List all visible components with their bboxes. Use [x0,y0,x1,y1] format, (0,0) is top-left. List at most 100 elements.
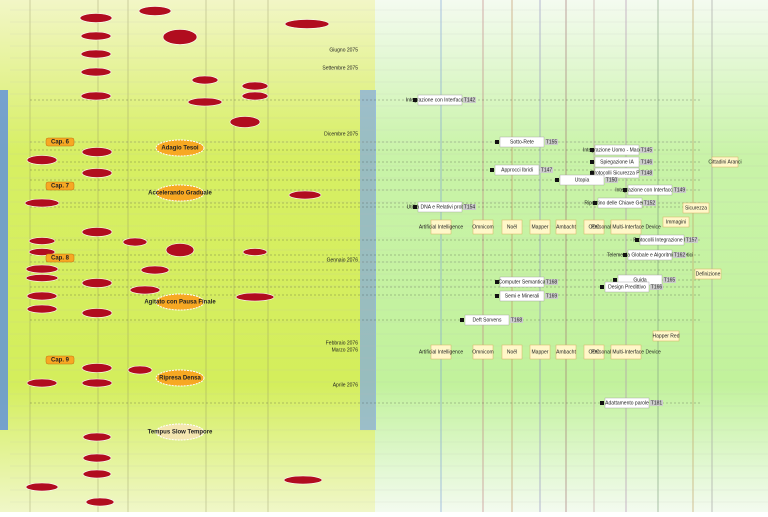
column-label: Artificial Intelligence [419,224,463,230]
task-label: Ripristino delle Chiave Genetica [584,200,655,206]
task-label: Integrazione Uomo - Macchina [583,147,651,153]
side-note-label: Immagini [666,219,686,225]
scene-node [140,265,170,275]
scene-node [191,75,219,85]
task-code-box [640,170,653,176]
task-code-box [663,277,676,283]
scene-node [80,67,112,77]
task-code-box [510,317,523,323]
scene-node [127,365,153,375]
scene-node [81,278,113,288]
task-anchor [555,178,559,182]
task-code-box [673,187,686,193]
timeline-label: Settembre 2075 [322,65,358,71]
chapter-label: Cap. 9 [51,358,70,364]
chapter-box [45,137,75,147]
scene-node [26,155,58,165]
task-code: T168 [546,279,558,285]
task-box [639,234,685,246]
scene-node [187,97,223,107]
scene-node [26,304,58,314]
task-anchor [490,168,494,172]
column-label: Artificial Intelligence [419,349,463,355]
scene-node [80,31,112,41]
task-code-box [685,237,698,243]
task-label: Spiegazione IA [600,159,634,165]
timeline-label: Dicembre 2075 [324,131,358,137]
task-box [604,397,650,409]
task-box [604,281,650,293]
timeline-label: Aprile 2076 [333,382,359,388]
chapter-box [45,253,75,263]
column-box [501,219,523,235]
movement-label: Adagio Tesoi [161,146,199,152]
task-code: T181 [651,400,663,406]
scene-node [25,264,59,274]
task-label: Sotto-Rete [510,139,534,145]
timeline-label: Gennaio 2076 [327,257,359,263]
column-label: Noël [507,349,517,355]
scene-node [162,29,198,45]
scene-node [81,378,113,388]
task-label: Guida [633,277,647,283]
task-code: T149 [674,187,686,193]
column-box [430,344,452,360]
task-code-box [463,204,476,210]
divider-strip [360,90,376,430]
task-code: T154 [464,204,476,210]
task-code: T169 [546,293,558,299]
scene-node [81,147,113,157]
task-code: T147 [541,167,553,173]
task-box [494,164,540,176]
task-label: Adattamento parole [605,400,649,406]
scene-node [28,237,56,245]
column-label: ODC [588,224,600,230]
scene-node [26,291,58,301]
scene-node [80,91,112,101]
task-code: T165 [664,277,676,283]
task-code-box [650,400,663,406]
column-label: Omnicom [472,349,493,355]
scene-node [241,81,269,91]
task-anchor [623,188,627,192]
column-box [555,219,577,235]
column-label: Ambacht [556,349,576,355]
task-anchor [590,160,594,164]
scene-node [24,198,60,208]
task-anchor [593,201,597,205]
movement-label: Agitato con Pausa Finale [144,300,216,306]
task-code-box [605,177,618,183]
task-label: Design Predittivo [608,284,646,290]
column-label: Mapper [532,224,549,230]
side-note-box [682,202,710,214]
side-note-box [662,216,690,228]
task-code: T166 [651,284,663,290]
column-box [472,219,494,235]
left-strip [0,90,8,430]
task-box [417,94,463,106]
side-note-label: Sicurezza [685,205,707,211]
side-note-box [652,330,680,342]
side-note-label: Definizione [696,271,721,277]
column-box [610,344,642,360]
scene-node [229,116,261,128]
column-label: Personal Multi-Interface Device [591,349,661,355]
column-box [583,219,605,235]
scene-node [79,13,113,23]
task-label: Integrazione con Interfaccia PB [615,187,685,193]
scene-node [82,469,112,479]
right-pane [375,0,768,512]
task-box [627,184,673,196]
task-box [594,144,640,156]
task-anchor [613,278,617,282]
task-box [499,276,545,288]
task-code-box [463,97,476,103]
task-anchor [590,171,594,175]
column-box [472,344,494,360]
movement-node [155,423,205,441]
task-box [464,314,510,326]
movement-label: Accelerando Graduale [148,191,212,197]
scene-node [80,49,112,59]
chapter-label: Cap. 8 [51,256,70,262]
column-box [430,219,452,235]
